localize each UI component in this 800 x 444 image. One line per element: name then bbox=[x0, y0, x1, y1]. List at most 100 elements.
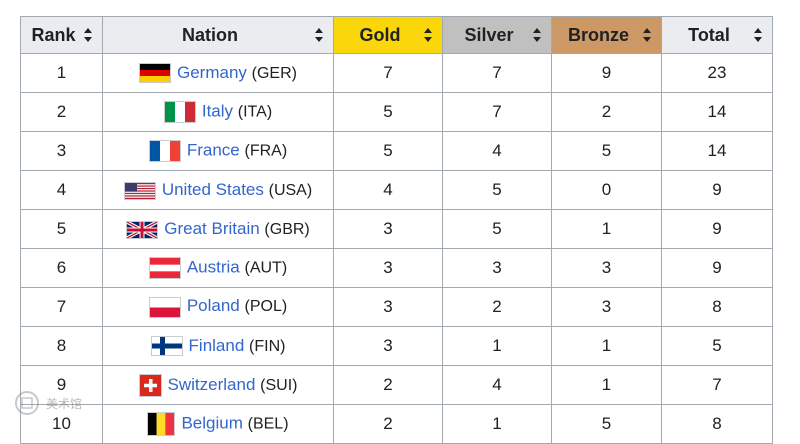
silver-cell: 7 bbox=[442, 53, 552, 93]
header-row: Rank Nation Gold Silver Bronze Total bbox=[20, 16, 773, 54]
gold-cell: 5 bbox=[333, 131, 443, 171]
nation-link[interactable]: Austria bbox=[186, 257, 240, 277]
table-row: 6 Austria (AUT) 3 3 3 9 bbox=[20, 248, 773, 288]
usa-flag-icon bbox=[123, 181, 156, 200]
sort-icon[interactable] bbox=[424, 28, 433, 42]
total-cell: 9 bbox=[661, 170, 773, 210]
nation-link[interactable]: Belgium bbox=[181, 413, 243, 433]
nation-code: (FRA) bbox=[244, 142, 288, 160]
silver-cell: 5 bbox=[442, 170, 552, 210]
silver-cell: 7 bbox=[442, 92, 552, 132]
nation-code: (SUI) bbox=[260, 376, 298, 394]
nation-code: (AUT) bbox=[244, 259, 288, 277]
rank-cell: 6 bbox=[20, 248, 103, 288]
bronze-cell: 1 bbox=[551, 209, 662, 249]
gold-cell: 2 bbox=[333, 365, 443, 405]
gold-cell: 3 bbox=[333, 209, 443, 249]
italy-flag-icon bbox=[163, 101, 196, 123]
austria-flag-icon bbox=[148, 257, 181, 279]
nation-cell: Great Britain (GBR) bbox=[102, 209, 334, 249]
nation-cell: Austria (AUT) bbox=[102, 248, 334, 288]
table-row: 7 Poland (POL) 3 2 3 8 bbox=[20, 287, 773, 327]
bronze-column-header[interactable]: Bronze bbox=[551, 16, 662, 54]
silver-cell: 1 bbox=[442, 404, 552, 444]
total-cell: 5 bbox=[661, 326, 773, 366]
nation-link[interactable]: Switzerland bbox=[167, 374, 256, 394]
nation-cell: Italy (ITA) bbox=[102, 92, 334, 132]
nation-link[interactable]: France bbox=[186, 140, 240, 160]
nation-code: (ITA) bbox=[237, 103, 273, 121]
bronze-cell: 5 bbox=[551, 404, 662, 444]
nation-code: (USA) bbox=[268, 182, 313, 199]
gold-cell: 3 bbox=[333, 248, 443, 288]
nation-link[interactable]: Great Britain bbox=[164, 219, 260, 238]
watermark: 美术馆 bbox=[14, 390, 82, 416]
nation-cell: Belgium (BEL) bbox=[102, 404, 334, 444]
nation-column-header[interactable]: Nation bbox=[102, 16, 334, 54]
watermark-text: 美术馆 bbox=[46, 396, 83, 411]
nation-link[interactable]: Germany bbox=[177, 62, 247, 82]
nation-cell: France (FRA) bbox=[102, 131, 334, 171]
nation-cell: United States (USA) bbox=[102, 170, 334, 210]
bronze-cell: 2 bbox=[551, 92, 662, 132]
table-row: 2 Italy (ITA) 5 7 2 14 bbox=[20, 92, 773, 132]
nation-cell: Switzerland (SUI) bbox=[102, 365, 334, 405]
bronze-cell: 9 bbox=[551, 53, 662, 93]
gold-cell: 7 bbox=[333, 53, 443, 93]
rank-cell: 3 bbox=[20, 131, 103, 171]
total-cell: 9 bbox=[661, 248, 773, 288]
total-cell: 14 bbox=[661, 92, 773, 132]
silver-column-header[interactable]: Silver bbox=[442, 16, 552, 54]
france-flag-icon bbox=[148, 140, 181, 162]
switzerland-flag-icon bbox=[138, 373, 162, 397]
sort-icon[interactable] bbox=[84, 28, 93, 42]
gold-cell: 3 bbox=[333, 287, 443, 327]
silver-cell: 3 bbox=[442, 248, 552, 288]
table-row: 8 Finland (FIN) 3 1 1 5 bbox=[20, 326, 773, 366]
poland-flag-icon bbox=[148, 296, 181, 318]
watermark-logo-icon bbox=[15, 391, 39, 415]
total-cell: 14 bbox=[661, 131, 773, 171]
total-cell: 23 bbox=[661, 53, 773, 93]
total-cell: 9 bbox=[661, 209, 773, 249]
nation-link[interactable]: United States bbox=[161, 180, 264, 199]
bronze-cell: 3 bbox=[551, 287, 662, 327]
total-cell: 8 bbox=[661, 287, 773, 327]
rank-column-header[interactable]: Rank bbox=[20, 16, 103, 54]
total-column-header[interactable]: Total bbox=[661, 16, 773, 54]
table-row: 9 Switzerland (SUI) 2 4 1 7 bbox=[20, 365, 773, 405]
table-row: 10 Belgium (BEL) 2 1 5 8 bbox=[20, 404, 773, 444]
nation-code: (POL) bbox=[244, 298, 288, 316]
silver-cell: 2 bbox=[442, 287, 552, 327]
uk-flag-icon bbox=[126, 219, 159, 240]
nation-cell: Germany (GER) bbox=[102, 53, 334, 93]
nation-code: (GER) bbox=[251, 64, 297, 82]
sort-icon[interactable] bbox=[754, 28, 763, 42]
nation-link[interactable]: Italy bbox=[201, 101, 234, 121]
table-row: 3 France (FRA) 5 4 5 14 bbox=[20, 131, 773, 171]
silver-cell: 1 bbox=[442, 326, 552, 366]
bronze-cell: 0 bbox=[551, 170, 662, 210]
rank-cell: 7 bbox=[20, 287, 103, 327]
nation-cell: Poland (POL) bbox=[102, 287, 334, 327]
table-row: 5 Great Britain (GBR) 3 5 1 9 bbox=[20, 209, 773, 249]
silver-cell: 4 bbox=[442, 365, 552, 405]
nation-code: (GBR) bbox=[264, 221, 310, 238]
gold-column-header[interactable]: Gold bbox=[333, 16, 443, 54]
rank-cell: 9 bbox=[20, 365, 103, 405]
rank-cell: 2 bbox=[20, 92, 103, 132]
rank-cell: 4 bbox=[20, 170, 103, 210]
sort-icon[interactable] bbox=[643, 28, 652, 42]
total-cell: 7 bbox=[661, 365, 773, 405]
nation-code: (FIN) bbox=[249, 337, 286, 355]
silver-cell: 4 bbox=[442, 131, 552, 171]
rank-cell: 1 bbox=[20, 53, 103, 93]
total-cell: 8 bbox=[661, 404, 773, 444]
sort-icon[interactable] bbox=[315, 28, 324, 42]
sort-icon[interactable] bbox=[533, 28, 542, 42]
nation-link[interactable]: Finland bbox=[188, 335, 245, 355]
silver-cell: 5 bbox=[442, 209, 552, 249]
nation-link[interactable]: Poland bbox=[186, 296, 240, 316]
gold-cell: 3 bbox=[333, 326, 443, 366]
finland-flag-icon bbox=[150, 336, 183, 357]
